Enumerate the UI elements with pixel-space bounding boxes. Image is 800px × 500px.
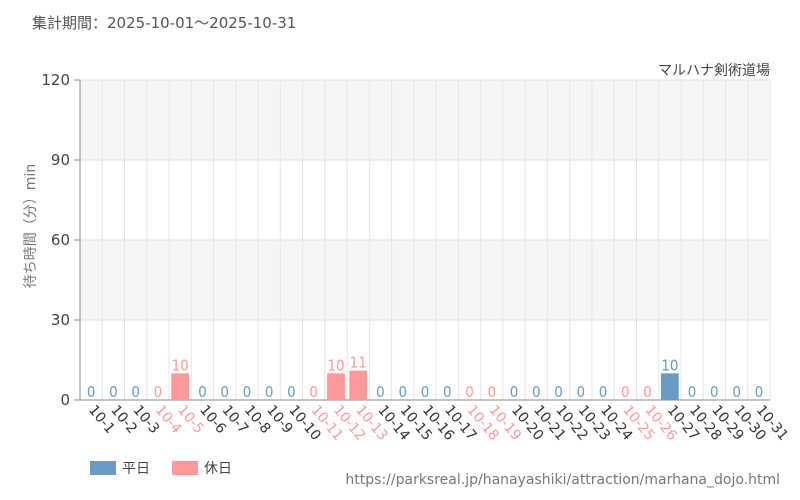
value-label-10-17: 0 [443, 383, 452, 401]
legend-label-holiday: 休日 [204, 461, 232, 477]
bar-10-27 [660, 373, 679, 400]
y-tick-label: 60 [51, 231, 70, 249]
weekday-swatch [90, 461, 116, 475]
value-label-10-9: 0 [265, 383, 274, 401]
attraction-name: マルハナ剣術道場 [658, 63, 770, 79]
value-label-10-30: 0 [732, 383, 741, 401]
value-label-10-2: 0 [109, 383, 118, 401]
source-url: https://parksreal.jp/hanayashiki/attract… [345, 472, 780, 488]
value-label-10-26: 0 [643, 383, 652, 401]
value-label-10-16: 0 [421, 383, 430, 401]
legend-item-weekday[interactable]: 平日 [90, 458, 150, 478]
value-label-10-5: 10 [172, 356, 189, 374]
value-label-10-25: 0 [621, 383, 630, 401]
bar-10-12 [327, 373, 345, 400]
value-label-10-28: 0 [688, 383, 697, 401]
value-label-10-31: 0 [755, 383, 764, 401]
bar-10-13 [349, 370, 368, 400]
holiday-swatch [172, 461, 198, 475]
value-label-10-23: 0 [577, 383, 586, 401]
value-label-10-21: 0 [532, 383, 541, 401]
value-label-10-15: 0 [398, 383, 407, 401]
value-label-10-22: 0 [554, 383, 563, 401]
value-label-10-20: 0 [510, 383, 519, 401]
grid-band [80, 80, 770, 160]
y-tick-label: 90 [51, 151, 70, 169]
value-label-10-29: 0 [710, 383, 719, 401]
wait-time-chart: 0306090120010-1010-2010-3010-41010-5010-… [41, 71, 791, 444]
legend: 平日 休日 [90, 458, 254, 478]
legend-label-weekday: 平日 [122, 461, 150, 477]
value-label-10-18: 0 [465, 383, 474, 401]
value-label-10-3: 0 [131, 383, 140, 401]
value-label-10-4: 0 [154, 383, 163, 401]
value-label-10-10: 0 [287, 383, 296, 401]
value-label-10-14: 0 [376, 383, 385, 401]
value-label-10-24: 0 [599, 383, 608, 401]
value-label-10-12: 10 [327, 356, 344, 374]
value-label-10-27: 10 [661, 356, 678, 374]
value-label-10-13: 11 [350, 354, 367, 372]
legend-item-holiday[interactable]: 休日 [172, 458, 232, 478]
value-label-10-11: 0 [309, 383, 318, 401]
value-label-10-19: 0 [487, 383, 496, 401]
period-label: 集計期間：2025-10-01～2025-10-31 [32, 14, 297, 32]
value-label-10-7: 0 [220, 383, 229, 401]
value-label-10-8: 0 [243, 383, 252, 401]
y-tick-label: 120 [41, 71, 70, 89]
bar-10-5 [171, 373, 190, 400]
y-tick-label: 30 [51, 311, 70, 329]
grid-band [80, 240, 770, 320]
y-tick-label: 0 [60, 391, 70, 409]
value-label-10-1: 0 [87, 383, 96, 401]
value-label-10-6: 0 [198, 383, 207, 401]
